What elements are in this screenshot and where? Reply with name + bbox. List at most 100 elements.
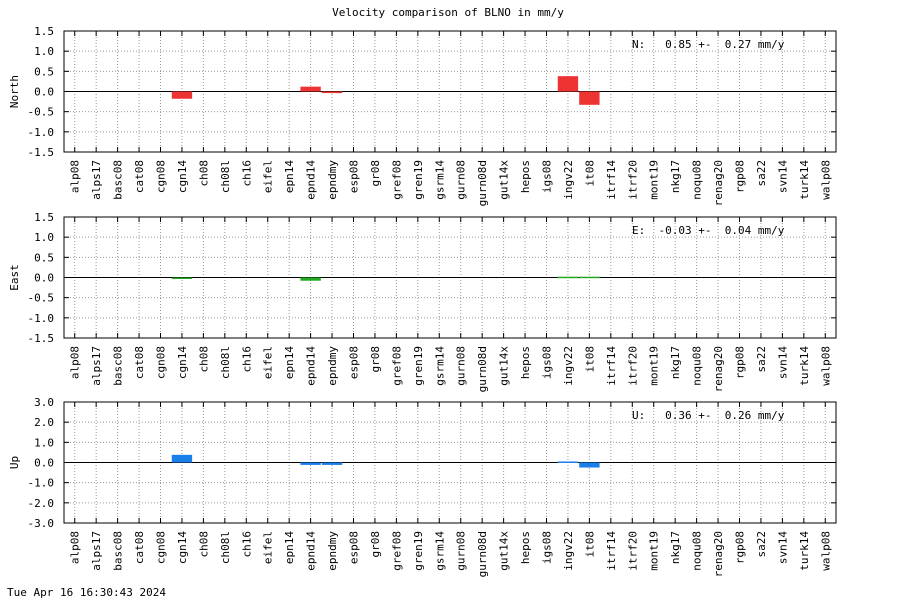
x-tick-label: sa22	[755, 531, 768, 558]
x-tick-label: basc08	[112, 531, 125, 571]
x-tick-label: cgn08	[155, 160, 168, 193]
x-tick-label: gref08	[390, 531, 403, 571]
x-tick-label: gurn08d	[476, 160, 489, 206]
x-tick-label: ch16	[240, 531, 253, 558]
x-tick-label: ch16	[240, 346, 253, 373]
bar-ingv22	[557, 76, 579, 92]
y-axis-label: East	[8, 264, 21, 291]
y-tick-label: 1.5	[34, 211, 54, 224]
bar-epndmy	[321, 91, 343, 94]
bar-epndmy	[321, 462, 343, 465]
plot-frame	[63, 30, 837, 153]
x-tick-label: ch08l	[219, 531, 232, 564]
stat-annotation: U: 0.36 +- 0.26 mm/y	[632, 409, 785, 422]
x-tick-label: epnd14	[305, 346, 318, 386]
x-tick-label: cgn08	[155, 346, 168, 379]
x-tick-label: itrf20	[626, 346, 639, 386]
x-tick-label: hepos	[519, 531, 532, 564]
x-tick-label: gurn08	[455, 160, 468, 200]
stat-annotation: N: 0.85 +- 0.27 mm/y	[632, 38, 785, 51]
x-tick-label: hepos	[519, 160, 532, 193]
x-tick-label: ingv22	[562, 531, 575, 571]
plot-frame	[63, 216, 837, 339]
x-tick-label: gsrm14	[433, 160, 446, 200]
x-tick-label: sa22	[755, 346, 768, 373]
bar-epnd14	[300, 462, 321, 465]
x-tick-label: gren19	[412, 346, 425, 386]
x-tick-label: gurn08	[455, 346, 468, 386]
x-tick-label: ch08	[197, 531, 210, 558]
x-tick-label: noqu08	[691, 531, 704, 571]
x-tick-label: gref08	[390, 160, 403, 200]
x-tick-label: alp08	[69, 160, 82, 193]
x-tick-label: gut14x	[498, 346, 511, 386]
x-tick-label: mont19	[648, 346, 661, 386]
x-tick-label: gut14x	[498, 531, 511, 571]
x-tick-label: cat08	[133, 160, 146, 193]
bar-ingv22	[557, 276, 579, 279]
x-tick-label: walp08	[819, 160, 832, 200]
x-tick-label: mont19	[648, 160, 661, 200]
x-tick-label: it08	[583, 160, 596, 187]
x-tick-label: ch08l	[219, 346, 232, 379]
x-tick-label: alps17	[90, 160, 103, 200]
x-tick-label: svn14	[776, 531, 789, 564]
x-tick-label: cat08	[133, 531, 146, 564]
bar-cgn14	[171, 91, 193, 99]
x-tick-label: itrf20	[626, 531, 639, 571]
x-tick-label: gren19	[412, 160, 425, 200]
y-tick-label: -3.0	[28, 517, 55, 530]
x-tick-label: ch08l	[219, 160, 232, 193]
x-tick-label: esp08	[348, 346, 361, 379]
y-tick-label: -1.0	[28, 126, 55, 139]
y-tick-label: -1.5	[28, 146, 55, 159]
x-tick-label: gut14x	[498, 160, 511, 200]
x-tick-label: cgn14	[176, 160, 189, 193]
x-tick-label: noqu08	[691, 160, 704, 200]
x-tick-label: sa22	[755, 160, 768, 187]
bar-cgn14	[171, 454, 193, 463]
x-tick-label: epndmy	[326, 346, 339, 386]
x-tick-label: gref08	[390, 346, 403, 386]
x-tick-label: alps17	[90, 346, 103, 386]
x-tick-label: itrf14	[605, 531, 618, 571]
x-tick-label: alp08	[69, 531, 82, 564]
y-tick-label: 1.0	[34, 45, 54, 58]
x-tick-label: gren19	[412, 531, 425, 571]
x-tick-label: gurn08	[455, 531, 468, 571]
x-tick-label: esp08	[348, 160, 361, 193]
x-tick-label: renag20	[712, 346, 725, 392]
x-tick-label: gsrm14	[433, 531, 446, 571]
x-tick-label: renag20	[712, 160, 725, 206]
y-tick-label: -0.5	[28, 106, 55, 119]
panel-east: 1.5 1.0 0.5 0.0 -0.5 -1.0 -1.5 alp08 alps17 basc0…	[8, 211, 837, 392]
y-tick-label: 3.0	[34, 396, 54, 409]
x-tick-label: epnd14	[305, 160, 318, 200]
y-tick-label: 0.5	[34, 65, 54, 78]
x-tick-label: cgn14	[176, 346, 189, 379]
x-tick-label: rgp08	[734, 531, 747, 564]
x-tick-label: gr08	[369, 531, 382, 558]
y-tick-label: 1.5	[34, 25, 54, 38]
bar-epnd14	[300, 86, 321, 92]
bar-cgn14	[171, 277, 193, 279]
x-tick-label: alp08	[69, 346, 82, 379]
x-tick-label: cat08	[133, 346, 146, 379]
x-tick-label: epndmy	[326, 531, 339, 571]
x-tick-label: walp08	[819, 346, 832, 386]
y-tick-label: 0.0	[34, 457, 54, 470]
x-tick-label: gurn08d	[476, 346, 489, 392]
x-tick-label: igs08	[541, 160, 554, 193]
x-tick-label: gsrm14	[433, 346, 446, 386]
x-tick-label: turk14	[798, 346, 811, 386]
x-tick-label: epnd14	[305, 531, 318, 571]
bar-it08	[579, 91, 600, 105]
x-tick-label: turk14	[798, 160, 811, 200]
x-tick-label: basc08	[112, 346, 125, 386]
y-tick-label: 1.0	[34, 436, 54, 449]
x-tick-label: itrf20	[626, 160, 639, 200]
x-tick-label: cgn14	[176, 531, 189, 564]
x-tick-label: igs08	[541, 346, 554, 379]
bar-it08	[579, 462, 600, 468]
